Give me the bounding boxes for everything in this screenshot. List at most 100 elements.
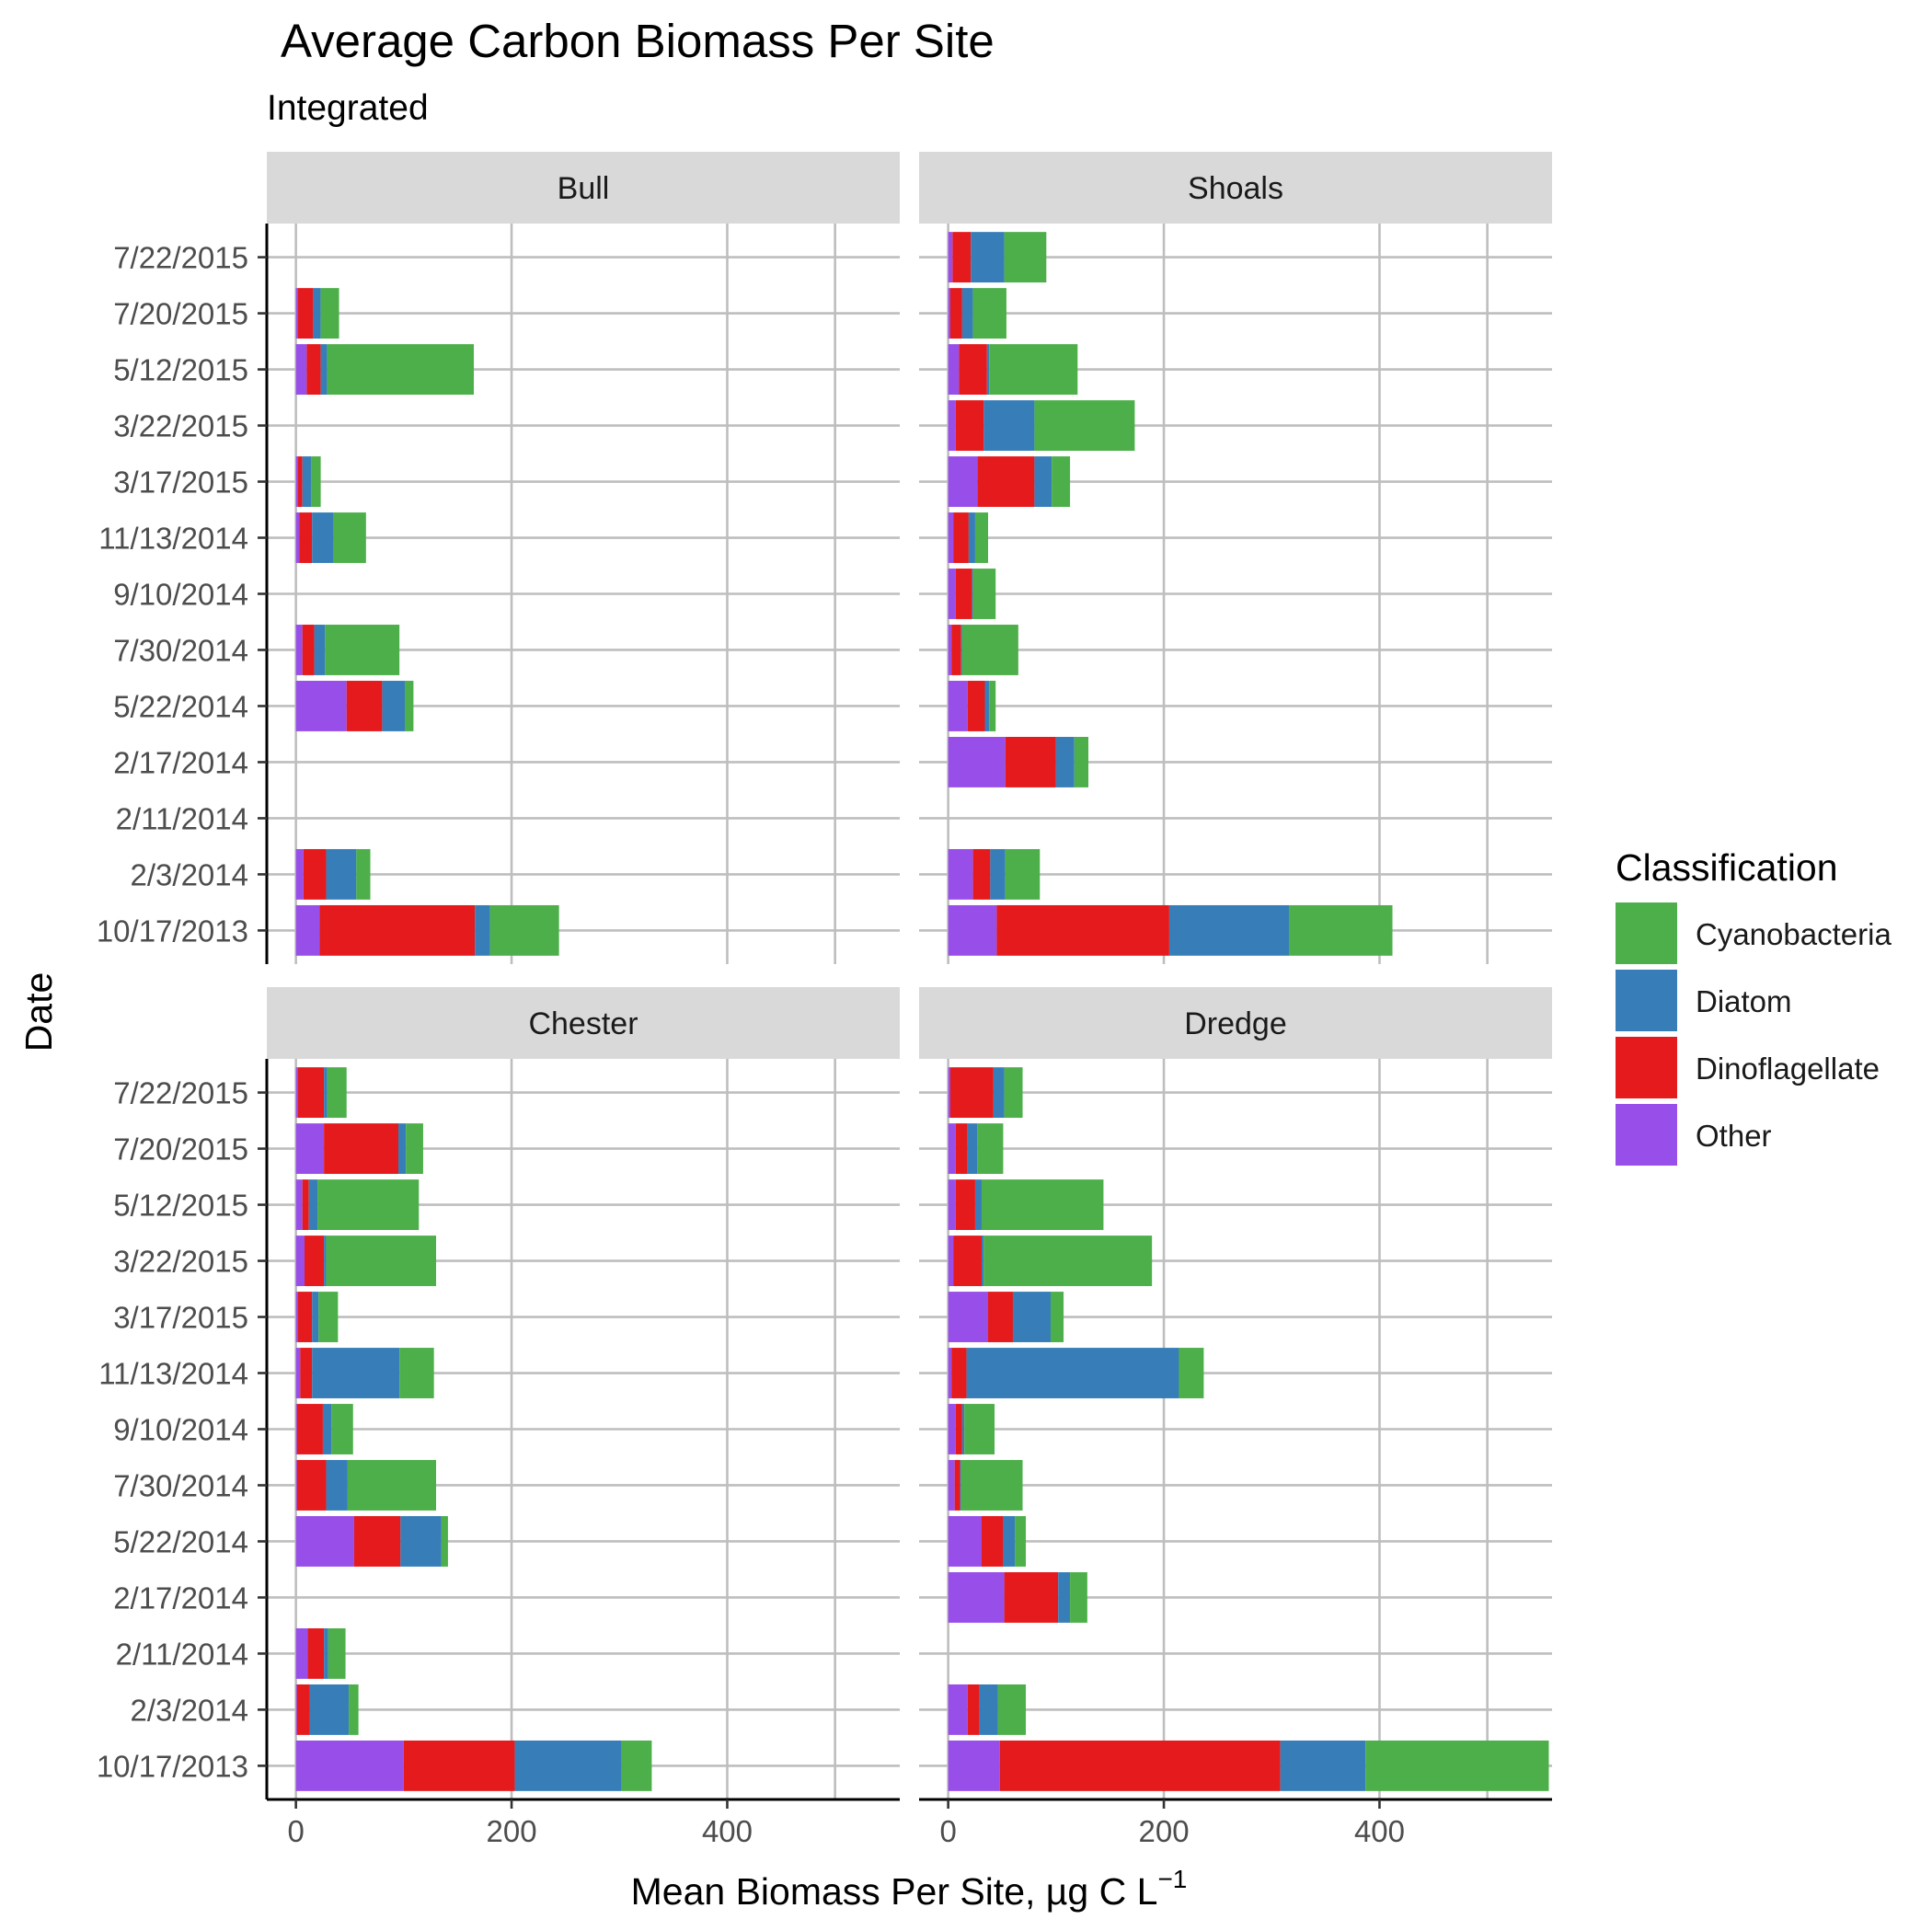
bar-segment-cyanobacteria [1015,1516,1027,1567]
bar-segment-other [948,1740,1000,1791]
bar-segment-other [295,904,320,956]
bar-segment-diatom [1034,456,1052,507]
facet-label: Dredge [1184,1006,1287,1041]
bar-segment-dinoflagellate [324,1123,398,1175]
y-tick-label: 7/20/2015 [113,297,248,331]
bar-segment-diatom [966,1348,1179,1398]
y-tick-label: 2/3/2014 [131,857,248,891]
bar-segment-diatom [974,1179,982,1231]
bar-segment-dinoflagellate [297,288,314,339]
bar-segment-cyanobacteria [311,456,321,507]
bar-segment-cyanobacteria [974,512,989,563]
y-tick-label: 3/17/2015 [113,1301,248,1335]
bar-segment-other [948,1292,989,1342]
bar-segment-diatom [312,512,334,563]
bar-segment-dinoflagellate [297,456,303,507]
bar-segment-cyanobacteria [327,344,475,396]
bar-segment-dinoflagellate [967,681,985,731]
bar-segment-dinoflagellate [977,456,1035,507]
y-tick-label: 3/17/2015 [113,466,248,500]
bar-segment-cyanobacteria [356,848,371,900]
bar-segment-cyanobacteria [399,1348,434,1398]
legend-swatch-diatom [1616,970,1677,1031]
bar-segment-other [295,512,300,563]
bar-segment-dinoflagellate [297,1292,313,1342]
bar-segment-cyanobacteria [325,625,400,675]
bar-segment-dinoflagellate [949,288,962,339]
bar-segment-other [295,1236,305,1286]
bar-segment-other [295,848,304,900]
bar-segment-diatom [1055,737,1075,787]
bar-segment-diatom [382,681,406,731]
bar-segment-cyanobacteria [981,1179,1104,1231]
y-tick-label: 9/10/2014 [113,578,248,612]
bar-segment-diatom [302,456,312,507]
y-tick-label: 3/22/2015 [113,1245,248,1279]
bar-segment-dinoflagellate [951,1348,967,1398]
chart-title: Average Carbon Biomass Per Site [281,15,995,67]
bar-segment-cyanobacteria [997,1684,1027,1735]
x-axis-title-superscript: −1 [1157,1865,1187,1893]
bar-segment-diatom [986,344,990,396]
bar-segment-other [948,1123,956,1175]
bar-segment-diatom [397,1123,407,1175]
x-tick-label: 400 [1354,1814,1405,1848]
bar-segment-diatom [1003,1516,1016,1567]
y-tick-label: 5/22/2014 [113,1524,248,1558]
y-tick-label: 7/22/2015 [113,241,248,275]
bar-segment-diatom [326,1460,348,1511]
bar-segment-dinoflagellate [954,1460,960,1511]
bar-segment-dinoflagellate [972,848,991,900]
bar-segment-other [295,456,298,507]
bar-segment-other [948,1572,1005,1623]
bar-segment-diatom [400,1516,442,1567]
bar-segment-other [948,625,952,675]
bar-segment-other [295,344,307,396]
bar-segment-other [295,1684,297,1735]
panel-shoals: Shoals [919,152,1552,964]
bar-segment-diatom [312,1292,319,1342]
x-tick-label: 200 [487,1814,537,1848]
legend-swatch-other [1616,1104,1677,1166]
bar-segment-other [295,1516,354,1567]
bar-segment-cyanobacteria [349,1684,359,1735]
bar-segment-diatom [960,625,962,675]
bar-segment-dinoflagellate [955,569,972,619]
y-tick-label: 2/11/2014 [116,801,248,835]
bar-segment-other [948,904,997,956]
bar-segment-diatom [324,1236,327,1286]
bar-segment-dinoflagellate [302,1179,309,1231]
bar-segment-other [948,456,978,507]
y-tick-label: 2/3/2014 [131,1693,248,1727]
bar-segment-other [295,288,298,339]
bar-segment-cyanobacteria [1034,400,1135,451]
bar-segment-diatom [475,904,490,956]
bar-segment-diatom [312,1348,400,1398]
bar-segment-diatom [320,344,328,396]
bar-segment-dinoflagellate [306,344,321,396]
bar-segment-other [295,1348,301,1398]
bar-segment-dinoflagellate [299,512,313,563]
bar-segment-cyanobacteria [326,1236,437,1286]
facet-strip [919,152,1552,224]
bar-segment-diatom [326,848,357,900]
bar-segment-dinoflagellate [296,1460,327,1511]
bar-segment-diatom [324,1627,328,1679]
bar-segment-other [948,288,950,339]
bar-segment-other [948,1236,954,1286]
bar-segment-cyanobacteria [1289,904,1393,956]
bar-segment-other [948,569,956,619]
bar-segment-cyanobacteria [972,569,996,619]
y-tick-label: 7/30/2014 [113,1468,248,1502]
panel-bull: Bull 7/22/2015 7/20/2015 5/12/2015 3/22/2015… [97,152,900,964]
bar-segment-diatom [309,1684,350,1735]
legend-label: Other [1696,1119,1772,1153]
panel-dredge: Dredge 0 200 400 [919,987,1552,1848]
legend-title: Classification [1616,846,1838,889]
bar-segment-other [295,1292,298,1342]
bar-segment-diatom [314,625,326,675]
y-tick-label: 7/22/2015 [113,1076,248,1110]
legend: Classification Cyanobacteria Diatom Dinofla… [1616,846,1892,1166]
bar-segment-dinoflagellate [353,1516,401,1567]
bar-segment-other [948,1179,956,1231]
